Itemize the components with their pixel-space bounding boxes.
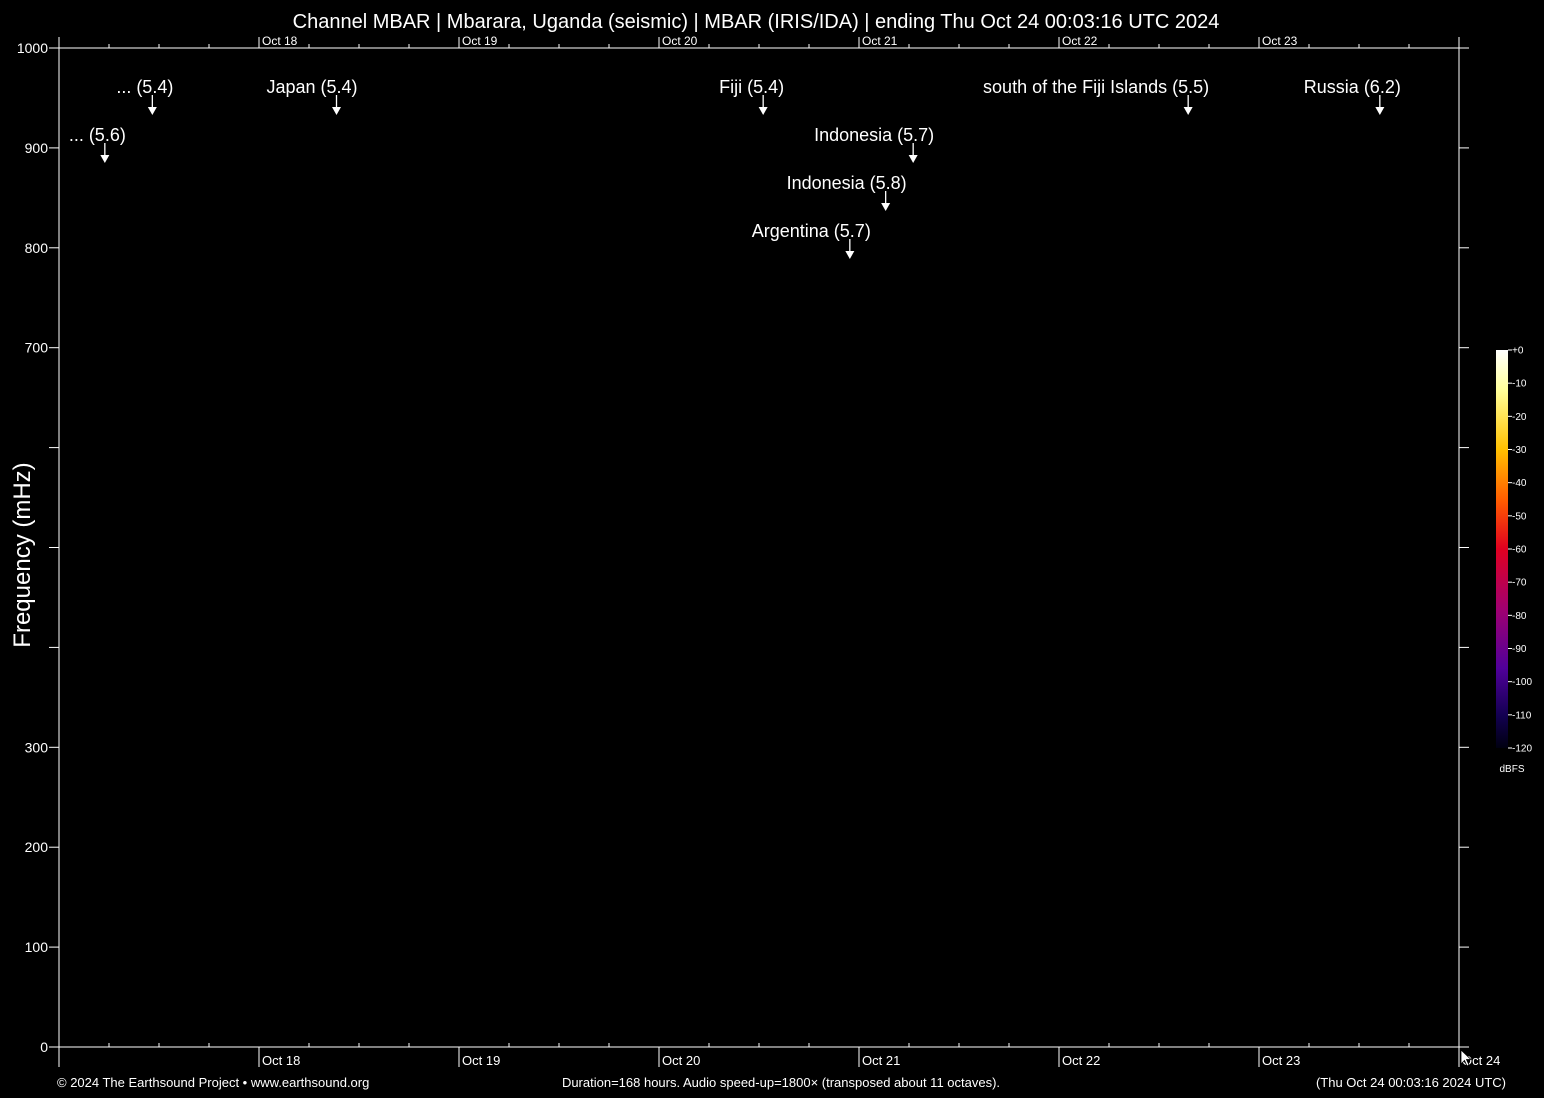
colorbar-tick-label: -50 xyxy=(1512,511,1527,522)
colorbar-tick-label: -20 xyxy=(1512,412,1527,423)
y-axis-title: Frequency (mHz) xyxy=(9,462,36,647)
y-axis: 0 100 200 300 700 800 900 1000 xyxy=(17,40,1469,1055)
y-tick-label: 800 xyxy=(25,240,49,256)
colorbar-tick-label: -30 xyxy=(1512,445,1527,456)
event-label: south of the Fiji Islands (5.5) xyxy=(983,77,1209,97)
footer-duration: Duration=168 hours. Audio speed-up=1800×… xyxy=(562,1075,1000,1090)
event-marker: Indonesia (5.8) xyxy=(787,173,907,211)
colorbar-unit: dBFS xyxy=(1499,764,1524,775)
x-tick-label-bottom: Oct 18 xyxy=(262,1053,300,1068)
event-label: Indonesia (5.8) xyxy=(787,173,907,193)
event-label: ... (5.6) xyxy=(69,125,126,145)
event-label: Japan (5.4) xyxy=(266,77,357,97)
colorbar-tick-label: -100 xyxy=(1512,677,1532,688)
arrow-down-icon xyxy=(1375,107,1385,115)
plot-area xyxy=(58,47,1460,1048)
colorbar-gradient xyxy=(1496,350,1508,748)
arrow-down-icon xyxy=(845,251,855,259)
colorbar-tick-label: -70 xyxy=(1512,578,1527,589)
event-marker: ... (5.4) xyxy=(116,77,173,115)
x-tick-label-bottom: Oct 22 xyxy=(1062,1053,1100,1068)
arrow-down-icon xyxy=(147,107,157,115)
y-tick-label: 900 xyxy=(25,140,49,156)
event-marker: Fiji (5.4) xyxy=(719,77,784,115)
x-tick-label-bottom: Oct 21 xyxy=(862,1053,900,1068)
chart-title: Channel MBAR | Mbarara, Uganda (seismic)… xyxy=(293,11,1220,33)
arrow-down-icon xyxy=(332,107,341,115)
event-label: Russia (6.2) xyxy=(1304,77,1401,97)
arrow-down-icon xyxy=(881,203,891,211)
event-marker: Argentina (5.7) xyxy=(752,221,871,259)
colorbar-tick-label: -10 xyxy=(1512,379,1527,390)
y-tick-label: 0 xyxy=(40,1039,48,1055)
arrow-down-icon xyxy=(758,107,768,115)
y-tick-label: 300 xyxy=(25,739,49,755)
arrow-down-icon xyxy=(1183,107,1193,115)
y-tick-label: 200 xyxy=(25,839,49,855)
event-marker: south of the Fiji Islands (5.5) xyxy=(983,77,1209,115)
x-tick-label-top: Oct 23 xyxy=(1262,34,1298,48)
footer-timestamp: (Thu Oct 24 00:03:16 2024 UTC) xyxy=(1316,1075,1506,1090)
cursor-icon xyxy=(1460,1049,1473,1067)
colorbar-tick-label: -120 xyxy=(1512,744,1532,755)
y-tick-label: 1000 xyxy=(17,40,48,56)
event-label: Argentina (5.7) xyxy=(752,221,871,241)
x-tick-label-top: Oct 18 xyxy=(262,34,298,48)
x-tick-label-bottom: Oct 19 xyxy=(462,1053,500,1068)
x-tick-label-bottom: Oct 24 xyxy=(1462,1053,1500,1068)
event-marker: ... (5.6) xyxy=(69,125,126,163)
x-tick-label-top: Oct 22 xyxy=(1062,34,1098,48)
colorbar-tick-label: -110 xyxy=(1512,710,1532,721)
arrow-down-icon xyxy=(908,155,918,163)
arrow-down-icon xyxy=(100,155,110,163)
event-label: Fiji (5.4) xyxy=(719,77,784,97)
colorbar-tick-label: +0 xyxy=(1512,346,1524,357)
y-tick-label: 100 xyxy=(25,939,49,955)
event-label: Indonesia (5.7) xyxy=(814,125,934,145)
colorbar-tick-label: -40 xyxy=(1512,478,1527,489)
x-axis: Oct 18 Oct 18 Oct 19 Oct 19 Oct 20 Oct 20 Oct … xyxy=(58,34,1500,1068)
colorbar: dBFS +0 -10 -20 -30 -40 -50 -60 -70 -80 -90 -100 -1… xyxy=(1496,346,1532,775)
footer-copyright: © 2024 The Earthsound Project • www.eart… xyxy=(57,1075,369,1090)
event-annotations: ... (5.6) ... (5.4) Japan (5.4) Fiji (5.4) I… xyxy=(69,77,1401,259)
x-tick-label-bottom: Oct 23 xyxy=(1262,1053,1300,1068)
event-label: ... (5.4) xyxy=(116,77,173,97)
plot-frame xyxy=(58,47,1460,1048)
x-tick-label-bottom: Oct 20 xyxy=(662,1053,700,1068)
event-marker: Indonesia (5.7) xyxy=(814,125,934,163)
y-tick-label: 700 xyxy=(25,340,49,356)
colorbar-tick-label: -90 xyxy=(1512,644,1527,655)
x-tick-label-top: Oct 19 xyxy=(462,34,498,48)
event-marker: Russia (6.2) xyxy=(1304,77,1401,115)
colorbar-tick-label: -60 xyxy=(1512,545,1527,556)
colorbar-tick-label: -80 xyxy=(1512,611,1527,622)
x-tick-label-top: Oct 21 xyxy=(862,34,898,48)
event-marker: Japan (5.4) xyxy=(266,77,358,115)
x-tick-label-top: Oct 20 xyxy=(662,34,698,48)
